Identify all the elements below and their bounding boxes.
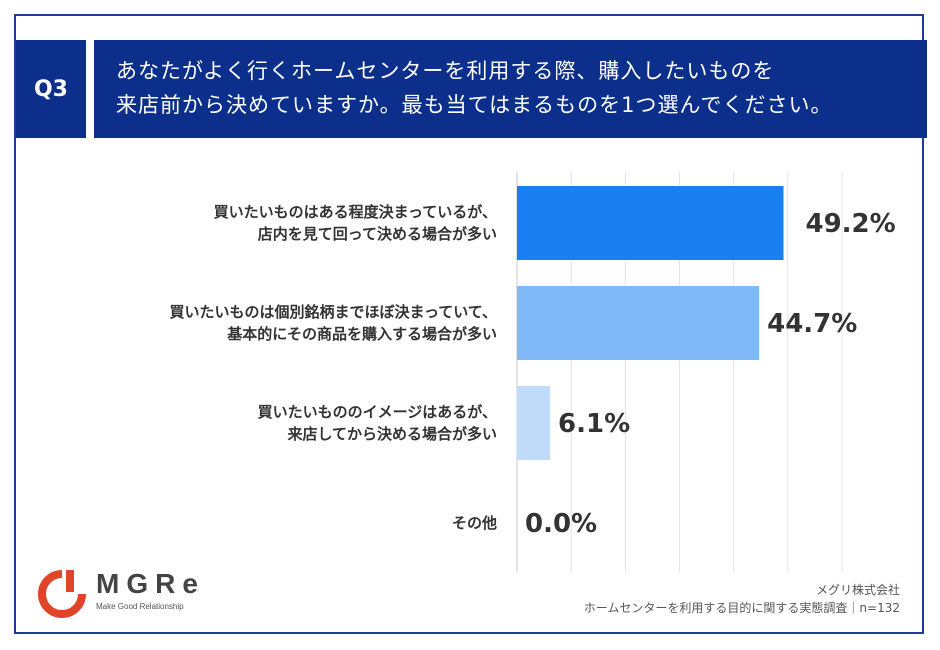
category-label: 店内を見て回って決める場合が多い <box>258 225 497 243</box>
question-line-2: 来店前から決めていますか。最も当てはまるものを1つ選んでください。 <box>116 93 833 117</box>
logo-mark-icon <box>38 570 86 618</box>
infographic-frame: Q3 あなたがよく行くホームセンターを利用する際、購入したいものを 来店前から決… <box>14 14 927 634</box>
footer-survey: ホームセンターを利用する目的に関する実態調査｜n=132 <box>583 601 900 615</box>
footer-company: メグリ株式会社 <box>815 583 900 597</box>
category-label: 買いたいもののイメージはあるが、 <box>258 403 497 421</box>
value-label: 6.1% <box>558 409 630 439</box>
category-label: 基本的にその商品を購入する場合が多い <box>226 325 497 343</box>
question-badge: Q3 <box>16 40 86 138</box>
value-label: 44.7% <box>767 309 857 339</box>
footer: メグリ株式会社 ホームセンターを利用する目的に関する実態調査｜n=132 <box>584 581 900 617</box>
category-label: その他 <box>452 514 497 532</box>
question-text: あなたがよく行くホームセンターを利用する際、購入したいものを 来店前から決めてい… <box>94 40 927 138</box>
value-label: 0.0% <box>525 509 597 539</box>
bar <box>517 286 760 360</box>
category-label: 買いたいものはある程度決まっているが、 <box>214 203 497 221</box>
logo-name: MGRe <box>96 568 205 599</box>
category-label: 買いたいものは個別銘柄までほぼ決まっていて、 <box>170 303 497 321</box>
logo-tagline: Make Good Relationship <box>96 602 184 611</box>
category-label: 来店してから決める場合が多い <box>286 425 497 443</box>
bar <box>517 386 551 460</box>
question-line-1: あなたがよく行くホームセンターを利用する際、購入したいものを <box>116 59 775 83</box>
value-label: 49.2% <box>806 209 896 239</box>
bar <box>517 186 784 260</box>
mgre-logo: MGRe Make Good Relationship <box>36 568 226 618</box>
